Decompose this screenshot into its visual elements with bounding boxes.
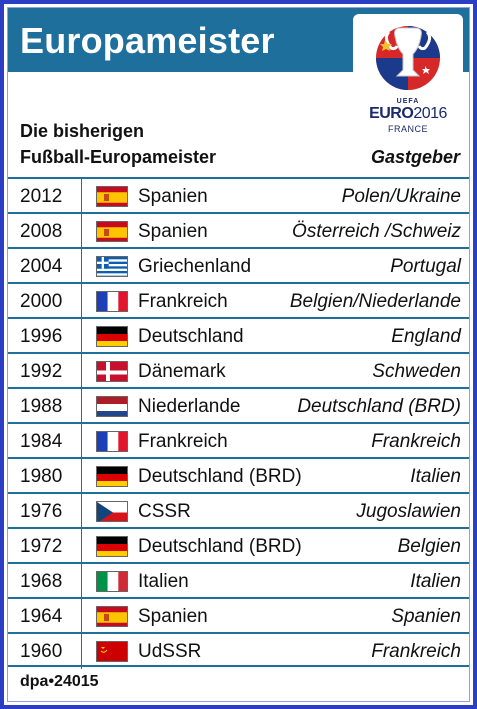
host-cell: Österreich /Schweiz xyxy=(292,221,461,242)
champion-cell: Niederlande xyxy=(138,396,241,417)
host-cell: Schweden xyxy=(372,361,461,382)
host-cell: Spanien xyxy=(391,606,461,627)
logo-uefa-text: UEFA xyxy=(396,98,420,105)
greece-flag-icon xyxy=(96,256,128,277)
year-cell: 1972 xyxy=(20,536,63,557)
euro2016-logo: UEFA EURO2016 FRANCE xyxy=(353,14,463,144)
host-cell: Polen/Ukraine xyxy=(341,186,461,207)
ussr-flag-icon xyxy=(96,641,128,662)
column-divider xyxy=(81,459,82,494)
host-cell: Belgien xyxy=(397,536,461,557)
column-divider xyxy=(81,529,82,564)
champion-cell: Deutschland (BRD) xyxy=(138,536,302,557)
host-column-header: Gastgeber xyxy=(370,147,460,167)
column-divider xyxy=(81,179,82,214)
column-divider xyxy=(81,284,82,319)
year-cell: 1960 xyxy=(20,641,63,662)
column-divider xyxy=(81,249,82,284)
column-divider xyxy=(81,214,82,249)
champion-cell: Dänemark xyxy=(138,361,226,382)
year-cell: 2008 xyxy=(20,221,63,242)
subtitle-line-2: Fußball-Europameister xyxy=(20,147,217,167)
year-cell: 1976 xyxy=(20,501,63,522)
table-row: 2004 Griechenland Portugal xyxy=(8,247,469,284)
table-row: 1984 Frankreich Frankreich xyxy=(8,422,469,459)
year-cell: 2000 xyxy=(20,291,63,312)
logo-euro-word: EURO xyxy=(369,105,414,122)
champion-cell: CSSR xyxy=(138,501,191,522)
year-cell: 1988 xyxy=(20,396,63,417)
spain-flag-icon xyxy=(96,606,128,627)
year-cell: 1980 xyxy=(20,466,63,487)
table-row: 2012 Spanien Polen/Ukraine xyxy=(8,177,469,214)
logo-country-text: FRANCE xyxy=(387,124,428,134)
host-cell: Frankreich xyxy=(371,641,461,662)
france-flag-icon xyxy=(96,291,128,312)
table-row: 1980 Deutschland (BRD) Italien xyxy=(8,457,469,494)
column-divider xyxy=(81,634,82,669)
champion-cell: UdSSR xyxy=(138,641,202,662)
denmark-flag-icon xyxy=(96,361,128,382)
champions-table: 2012 Spanien Polen/Ukraine 2008 Spanien Öster… xyxy=(8,177,469,669)
host-cell: England xyxy=(391,326,461,347)
year-cell: 2012 xyxy=(20,186,63,207)
table-row: 1988 Niederlande Deutschland (BRD) xyxy=(8,387,469,424)
host-cell: Belgien/Niederlande xyxy=(289,291,461,312)
source-credit: dpa•24015 xyxy=(20,673,99,690)
champion-cell: Spanien xyxy=(138,606,208,627)
host-cell: Deutschland (BRD) xyxy=(297,396,461,417)
champion-cell: Griechenland xyxy=(138,256,252,277)
france-flag-icon xyxy=(96,431,128,452)
spain-flag-icon xyxy=(96,221,128,242)
table-row: 1996 Deutschland England xyxy=(8,317,469,354)
host-cell: Italien xyxy=(410,571,461,592)
table-row: 1960 UdSSR Frankreich xyxy=(8,632,469,669)
italy-flag-icon xyxy=(96,571,128,592)
subtitle-line-1: Die bisherigen xyxy=(20,121,145,141)
column-divider xyxy=(81,599,82,634)
year-cell: 1968 xyxy=(20,571,63,592)
host-cell: Portugal xyxy=(390,256,461,277)
year-cell: 1996 xyxy=(20,326,63,347)
host-cell: Italien xyxy=(410,466,461,487)
column-divider xyxy=(81,564,82,599)
germany-flag-icon xyxy=(96,326,128,347)
year-cell: 2004 xyxy=(20,256,63,277)
column-divider xyxy=(81,494,82,529)
column-divider xyxy=(81,389,82,424)
euro2016-trophy-icon xyxy=(376,26,440,90)
spain-flag-icon xyxy=(96,186,128,207)
champion-cell: Spanien xyxy=(138,186,208,207)
table-row: 1968 Italien Italien xyxy=(8,562,469,599)
table-row: 2000 Frankreich Belgien/Niederlande xyxy=(8,282,469,319)
logo-year: 2016 xyxy=(413,105,447,122)
germany-flag-icon xyxy=(96,536,128,557)
year-cell: 1964 xyxy=(20,606,63,627)
table-row: 1976 CSSR Jugoslawien xyxy=(8,492,469,529)
year-cell: 1984 xyxy=(20,431,63,452)
host-cell: Jugoslawien xyxy=(356,501,461,522)
netherlands-flag-icon xyxy=(96,396,128,417)
champion-cell: Spanien xyxy=(138,221,208,242)
champion-cell: Frankreich xyxy=(138,291,228,312)
table-row: 1972 Deutschland (BRD) Belgien xyxy=(8,527,469,564)
year-cell: 1992 xyxy=(20,361,63,382)
germany-flag-icon xyxy=(96,466,128,487)
table-row: 1992 Dänemark Schweden xyxy=(8,352,469,389)
host-cell: Frankreich xyxy=(371,431,461,452)
champion-cell: Deutschland xyxy=(138,326,244,347)
logo-euro-text: EURO2016 xyxy=(353,105,463,123)
page-title: Europameister xyxy=(20,20,275,61)
table-row: 2008 Spanien Österreich /Schweiz xyxy=(8,212,469,249)
column-divider xyxy=(81,354,82,389)
table-row: 1964 Spanien Spanien xyxy=(8,597,469,634)
column-divider xyxy=(81,424,82,459)
champion-cell: Deutschland (BRD) xyxy=(138,466,302,487)
champion-cell: Italien xyxy=(138,571,189,592)
graphic-panel: Europameister UEFA EURO2016 FRANCE Die b… xyxy=(7,7,470,702)
champion-cell: Frankreich xyxy=(138,431,228,452)
column-divider xyxy=(81,319,82,354)
czechoslovakia-flag-icon xyxy=(96,501,128,522)
